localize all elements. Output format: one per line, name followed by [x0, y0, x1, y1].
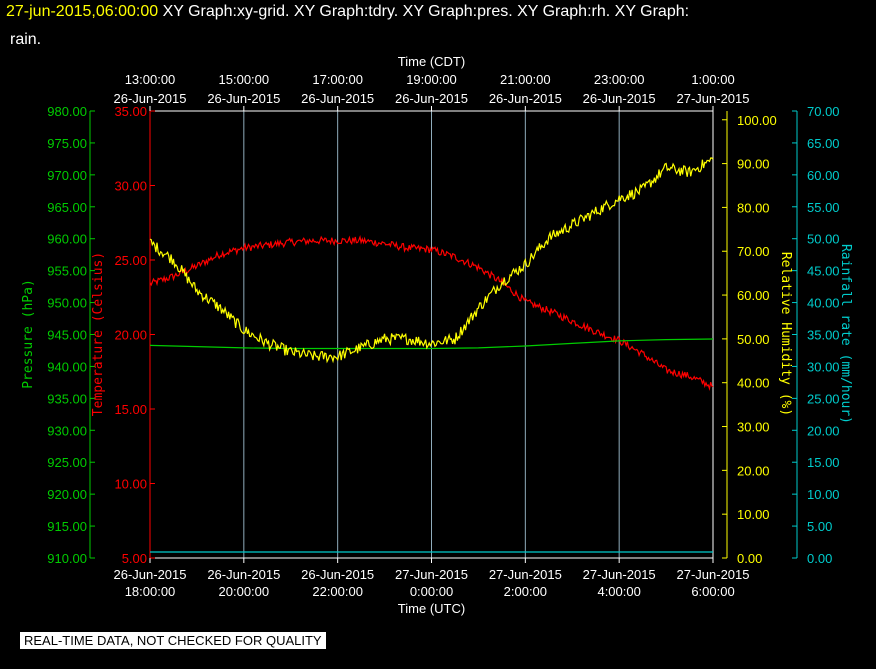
- time-cdt-date-label: 26-Jun-2015: [395, 91, 468, 106]
- meteorology-chart: 910.00 915.00 920.00 925.00 930.00 935.00 940.…: [21, 54, 853, 616]
- axis-humidity-tick-label: 90.00: [737, 157, 770, 172]
- time-cdt-tick-label: 21:00:00: [500, 72, 551, 87]
- axis-temperature-tick-label: 20.00: [114, 328, 147, 343]
- time-cdt-date-label: 26-Jun-2015: [583, 91, 656, 106]
- time-cdt-tick-label: 17:00:00: [312, 72, 363, 87]
- axis-temperature-tick-label: 30.00: [114, 179, 147, 194]
- axis-pressure-tick-label: 955.00: [47, 264, 87, 279]
- axis-pressure-tick-label: 980.00: [47, 104, 87, 119]
- axis-humidity-tick-label: 10.00: [737, 507, 770, 522]
- axis-pressure-tick-label: 920.00: [47, 487, 87, 502]
- axis-temperature-tick-label: 5.00: [122, 551, 147, 566]
- series-lines: [149, 157, 714, 553]
- time-utc-tick-label: 4:00:00: [597, 584, 640, 599]
- time-cdt-tick-label: 1:00:00: [691, 72, 734, 87]
- time-cdt-tick-label: 15:00:00: [219, 72, 270, 87]
- time-cdt-date-label: 26-Jun-2015: [301, 91, 374, 106]
- time-utc-date-label: 27-Jun-2015: [677, 567, 750, 582]
- axis-pressure-tick-label: 915.00: [47, 519, 87, 534]
- time-cdt-date-label: 27-Jun-2015: [677, 91, 750, 106]
- axis-title-rain: Rainfall rate (mm/hour): [838, 244, 853, 424]
- axis-pressure-tick-label: 925.00: [47, 455, 87, 470]
- axis-pressure-tick-label: 910.00: [47, 551, 87, 566]
- axis-rain-tick-label: 35.00: [807, 328, 840, 343]
- time-cdt-date-label: 26-Jun-2015: [114, 91, 187, 106]
- axis-rain-tick-label: 20.00: [807, 423, 840, 438]
- axis-rain-tick-label: 5.00: [807, 519, 832, 534]
- axis-rain-tick-label: 45.00: [807, 264, 840, 279]
- axis-rain-tick-label: 40.00: [807, 296, 840, 311]
- time-utc-tick-label: 0:00:00: [410, 584, 453, 599]
- axis-pressure-tick-label: 970.00: [47, 168, 87, 183]
- header-graph-list: XY Graph:xy-grid. XY Graph:tdry. XY Grap…: [162, 3, 690, 20]
- axis-rain-tick-label: 70.00: [807, 104, 840, 119]
- series-pressure: [149, 338, 714, 350]
- time-cdt-date-label: 26-Jun-2015: [207, 91, 280, 106]
- axis-rain-tick-label: 60.00: [807, 168, 840, 183]
- axis-humidity-tick-label: 50.00: [737, 332, 770, 347]
- axis-humidity-tick-label: 40.00: [737, 376, 770, 391]
- time-utc-tick-label: 6:00:00: [691, 584, 734, 599]
- header-timestamp: 27-jun-2015,06:00:00: [6, 3, 159, 20]
- axis-humidity-tick-label: 80.00: [737, 200, 770, 215]
- axis-title-humidity: Relative Humidity (%): [778, 252, 793, 416]
- axis-pressure-tick-label: 930.00: [47, 423, 87, 438]
- time-utc-date-label: 26-Jun-2015: [301, 567, 374, 582]
- axis-rain-tick-label: 25.00: [807, 391, 840, 406]
- axis-humidity-tick-label: 0.00: [737, 551, 762, 566]
- time-utc-date-label: 27-Jun-2015: [395, 567, 468, 582]
- axis-pressure-tick-label: 945.00: [47, 328, 87, 343]
- time-utc-tick-label: 22:00:00: [312, 584, 363, 599]
- axis-humidity-tick-label: 60.00: [737, 288, 770, 303]
- axis-title-temperature: Temperature (Celsius): [91, 252, 106, 416]
- axis-temperature-tick-label: 15.00: [114, 402, 147, 417]
- time-cdt-tick-label: 13:00:00: [125, 72, 176, 87]
- time-utc-tick-label: 2:00:00: [504, 584, 547, 599]
- series-humidity: [149, 157, 714, 364]
- axis-rain-tick-label: 65.00: [807, 136, 840, 151]
- axis-rain-tick-label: 30.00: [807, 359, 840, 374]
- time-utc-date-label: 26-Jun-2015: [114, 567, 187, 582]
- time-utc-date-label: 26-Jun-2015: [207, 567, 280, 582]
- axis-pressure-tick-label: 965.00: [47, 200, 87, 215]
- axis-rain-tick-label: 15.00: [807, 455, 840, 470]
- axis-rain-tick-label: 10.00: [807, 487, 840, 502]
- time-cdt-date-label: 26-Jun-2015: [489, 91, 562, 106]
- time-utc-date-label: 27-Jun-2015: [583, 567, 656, 582]
- axis-pressure-tick-label: 950.00: [47, 296, 87, 311]
- axis-pressure-tick-label: 960.00: [47, 232, 87, 247]
- series-temperature: [149, 235, 714, 391]
- axis-rain-tick-label: 55.00: [807, 200, 840, 215]
- axis-temperature-tick-label: 25.00: [114, 253, 147, 268]
- grid-lines: [243, 111, 620, 558]
- header-graph-list-continued: rain.: [10, 31, 42, 48]
- axis-humidity-tick-label: 70.00: [737, 244, 770, 259]
- time-utc-tick-label: 20:00:00: [219, 584, 270, 599]
- time-cdt-tick-label: 23:00:00: [594, 72, 645, 87]
- time-cdt-tick-label: 19:00:00: [406, 72, 457, 87]
- axis-pressure-tick-label: 940.00: [47, 359, 87, 374]
- axis-temperature-tick-label: 10.00: [114, 477, 147, 492]
- axis-humidity-tick-label: 100.00: [737, 113, 777, 128]
- axis-humidity-tick-label: 30.00: [737, 420, 770, 435]
- axis-temperature-tick-label: 35.00: [114, 104, 147, 119]
- quality-warning-banner: REAL-TIME DATA, NOT CHECKED FOR QUALITY: [20, 632, 326, 649]
- axis-pressure-tick-label: 975.00: [47, 136, 87, 151]
- axes: [89, 106, 798, 563]
- axis-labels: 910.00 915.00 920.00 925.00 930.00 935.00 940.…: [21, 54, 853, 616]
- axis-title-pressure: Pressure (hPa): [21, 279, 36, 389]
- axis-pressure-tick-label: 935.00: [47, 391, 87, 406]
- axis-rain-tick-label: 50.00: [807, 232, 840, 247]
- axis-humidity-tick-label: 20.00: [737, 463, 770, 478]
- time-utc-date-label: 27-Jun-2015: [489, 567, 562, 582]
- axis-rain-tick-label: 0.00: [807, 551, 832, 566]
- axis-title-time-cdt: Time (CDT): [398, 54, 465, 69]
- axis-title-time-utc: Time (UTC): [398, 601, 465, 616]
- time-utc-tick-label: 18:00:00: [125, 584, 176, 599]
- graph-header: 27-jun-2015,06:00:00 XY Graph:xy-grid. X…: [6, 3, 689, 21]
